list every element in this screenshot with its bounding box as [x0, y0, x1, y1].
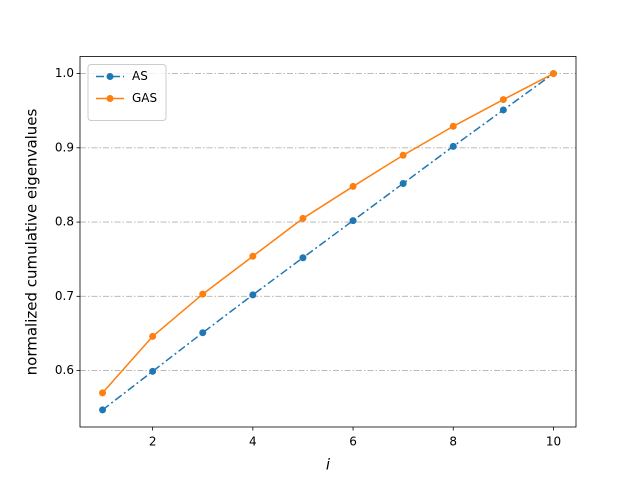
- data-point: [499, 96, 507, 104]
- data-point: [299, 214, 307, 222]
- x-tick-label: 4: [249, 435, 257, 449]
- series-line: [101, 72, 554, 394]
- plot-frame: [79, 56, 577, 428]
- data-point: [399, 179, 407, 187]
- data-point: [349, 182, 357, 190]
- data-point: [399, 151, 407, 159]
- data-point: [149, 367, 157, 375]
- y-tick-label: 0.6: [55, 363, 74, 377]
- y-axis-label: normalized cumulative eigenvalues: [23, 108, 41, 375]
- data-point: [299, 254, 307, 262]
- x-tick-label: 2: [149, 435, 157, 449]
- data-point: [249, 252, 257, 260]
- data-point: [349, 217, 357, 225]
- data-point: [449, 142, 457, 150]
- legend-label: AS: [132, 69, 148, 83]
- series-line: [102, 72, 554, 411]
- data-point: [249, 291, 257, 299]
- legend-marker: [106, 95, 114, 102]
- data-point: [99, 389, 107, 397]
- data-point: [199, 329, 207, 337]
- x-tick-label: 10: [546, 435, 561, 449]
- data-point: [99, 406, 107, 414]
- x-tick-label: 8: [449, 435, 457, 449]
- y-tick-label: 1.0: [55, 66, 74, 80]
- data-point: [549, 70, 557, 78]
- y-tick-label: 0.7: [55, 289, 74, 303]
- data-point: [149, 332, 157, 340]
- x-tick-label: 6: [349, 435, 357, 449]
- y-tick-label: 0.8: [55, 215, 74, 229]
- legend-marker: [106, 73, 114, 80]
- data-point: [199, 290, 207, 298]
- data-point: [449, 122, 457, 130]
- data-point: [499, 106, 507, 114]
- legend-label: GAS: [132, 91, 157, 105]
- y-tick-label: 0.9: [55, 140, 74, 154]
- x-axis-label: i: [326, 456, 331, 474]
